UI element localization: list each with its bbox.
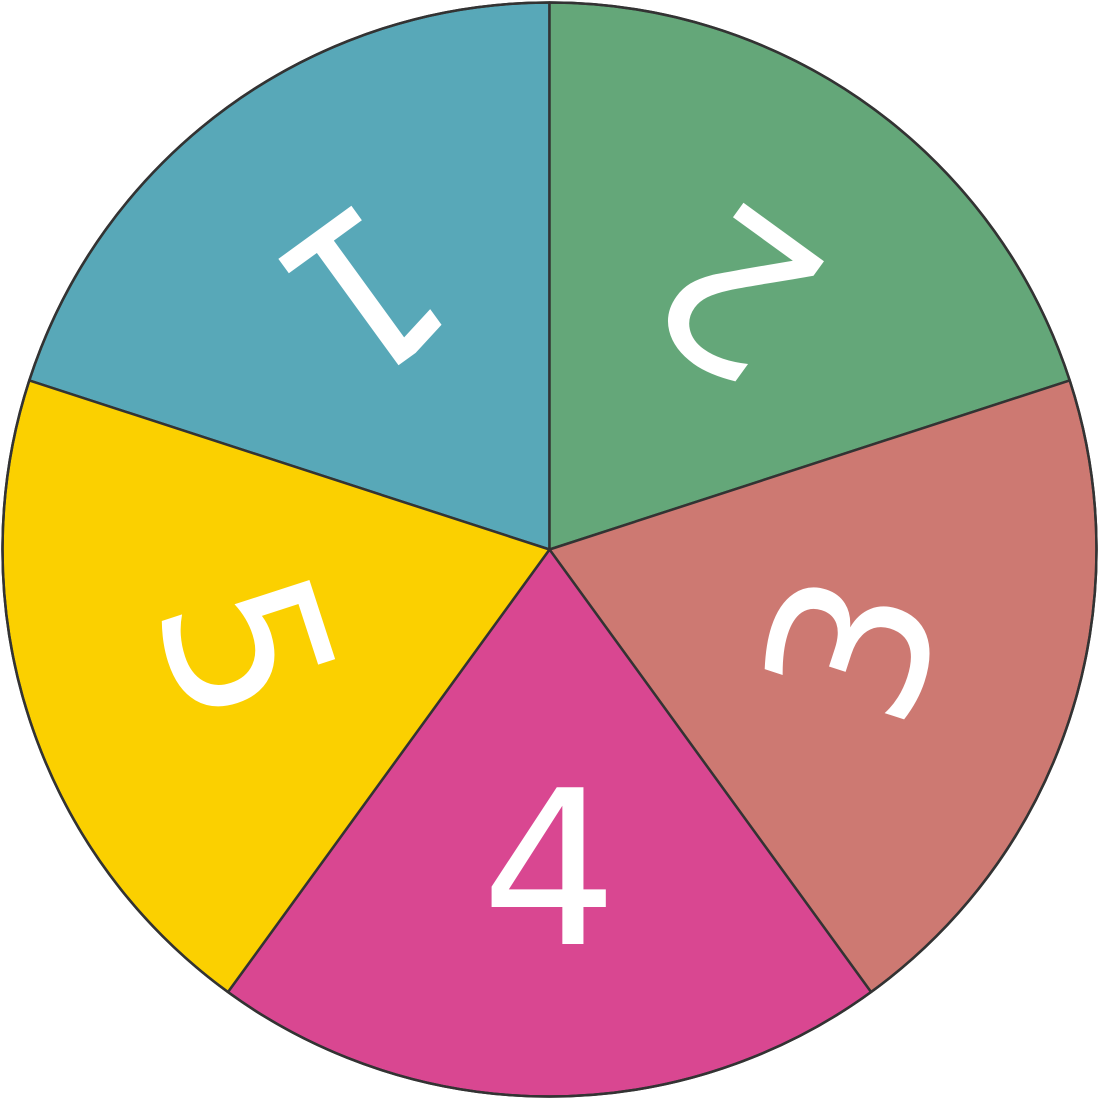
sector-label-4: 4: [481, 744, 618, 995]
